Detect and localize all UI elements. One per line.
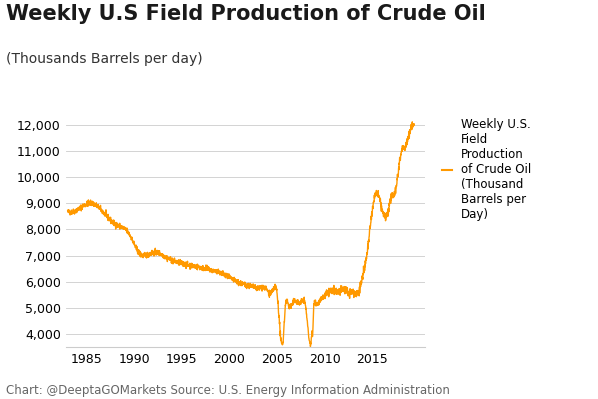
Text: Chart: @DeeptaGOMarkets Source: U.S. Energy Information Administration: Chart: @DeeptaGOMarkets Source: U.S. Ene… bbox=[6, 384, 450, 397]
Legend: Weekly U.S.
Field
Production
of Crude Oil
(Thousand
Barrels per
Day): Weekly U.S. Field Production of Crude Oi… bbox=[438, 113, 536, 225]
Text: (Thousands Barrels per day): (Thousands Barrels per day) bbox=[6, 52, 203, 66]
Text: Weekly U.S Field Production of Crude Oil: Weekly U.S Field Production of Crude Oil bbox=[6, 4, 486, 24]
